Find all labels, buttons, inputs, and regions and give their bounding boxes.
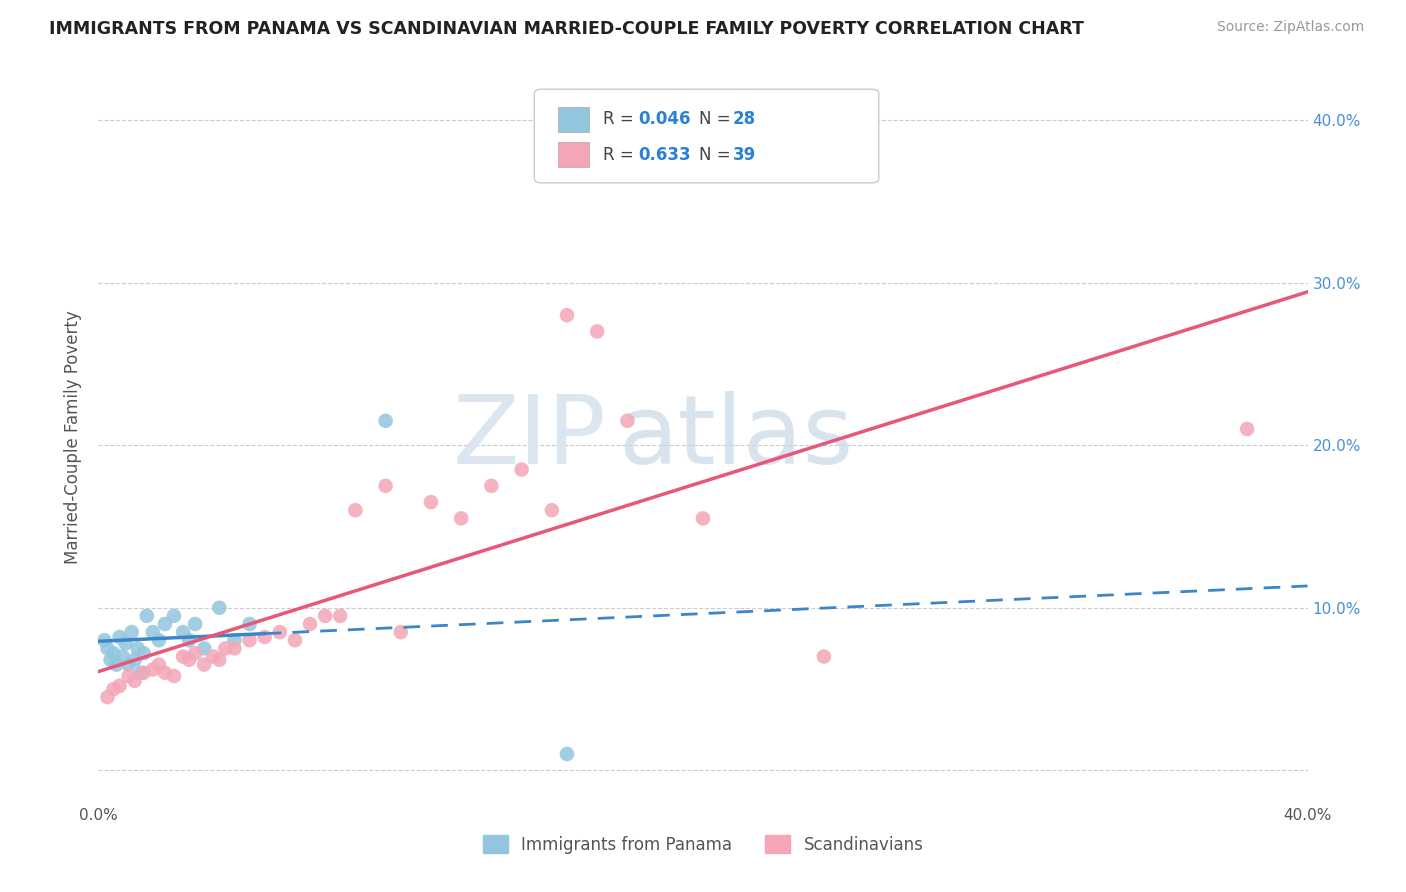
Point	[96, 690, 118, 705]
Point	[208, 600, 231, 615]
Point	[153, 665, 176, 680]
Point	[96, 641, 118, 656]
Point	[239, 633, 262, 648]
Point	[269, 625, 291, 640]
Point	[616, 414, 638, 428]
Text: IMMIGRANTS FROM PANAMA VS SCANDINAVIAN MARRIED-COUPLE FAMILY POVERTY CORRELATION: IMMIGRANTS FROM PANAMA VS SCANDINAVIAN M…	[49, 20, 1084, 37]
Point	[108, 630, 131, 644]
Point	[193, 641, 215, 656]
Text: R =: R =	[603, 110, 640, 128]
Point	[163, 608, 186, 623]
Point	[299, 617, 322, 632]
Point	[129, 665, 152, 680]
Text: 28: 28	[733, 110, 755, 128]
Point	[253, 630, 276, 644]
Point	[100, 653, 122, 667]
Point	[202, 649, 225, 664]
Point	[172, 649, 194, 664]
Point	[179, 653, 201, 667]
Point	[481, 479, 503, 493]
Point	[239, 617, 262, 632]
Point	[813, 649, 835, 664]
Text: N =: N =	[699, 145, 735, 163]
Point	[450, 511, 472, 525]
Text: atlas: atlas	[619, 391, 853, 483]
Point	[132, 665, 155, 680]
Point	[224, 633, 246, 648]
Point	[344, 503, 367, 517]
Text: 0.633: 0.633	[638, 145, 690, 163]
Point	[555, 308, 578, 322]
Point	[1236, 422, 1258, 436]
Point	[692, 511, 714, 525]
Point	[121, 625, 143, 640]
Point	[374, 479, 396, 493]
Point	[420, 495, 443, 509]
Point	[163, 669, 186, 683]
Text: Source: ZipAtlas.com: Source: ZipAtlas.com	[1216, 20, 1364, 34]
Point	[108, 679, 131, 693]
Point	[114, 636, 136, 650]
Legend: Immigrants from Panama, Scandinavians: Immigrants from Panama, Scandinavians	[475, 829, 931, 860]
Text: R =: R =	[603, 145, 640, 163]
Point	[586, 325, 609, 339]
Point	[184, 646, 207, 660]
Text: ZIP: ZIP	[453, 391, 606, 483]
Point	[124, 673, 146, 688]
Point	[389, 625, 412, 640]
Point	[103, 681, 125, 696]
Text: 39: 39	[733, 145, 756, 163]
Point	[103, 646, 125, 660]
Point	[208, 653, 231, 667]
Point	[314, 608, 336, 623]
Point	[153, 617, 176, 632]
Point	[124, 653, 146, 667]
Point	[184, 617, 207, 632]
Point	[224, 641, 246, 656]
Text: 0.046: 0.046	[638, 110, 690, 128]
Point	[132, 646, 155, 660]
Point	[148, 657, 170, 672]
Point	[540, 503, 562, 517]
Point	[118, 657, 141, 672]
Point	[329, 608, 352, 623]
Point	[127, 641, 149, 656]
Point	[135, 608, 157, 623]
Y-axis label: Married-Couple Family Poverty: Married-Couple Family Poverty	[65, 310, 83, 564]
Point	[172, 625, 194, 640]
Point	[179, 633, 201, 648]
Point	[374, 414, 396, 428]
Point	[105, 657, 128, 672]
Point	[142, 663, 165, 677]
Point	[193, 657, 215, 672]
Point	[111, 649, 134, 664]
Text: N =: N =	[699, 110, 735, 128]
Point	[148, 633, 170, 648]
Point	[93, 633, 115, 648]
Point	[214, 641, 236, 656]
Point	[555, 747, 578, 761]
Point	[284, 633, 307, 648]
Point	[142, 625, 165, 640]
Point	[510, 462, 533, 476]
Point	[118, 669, 141, 683]
